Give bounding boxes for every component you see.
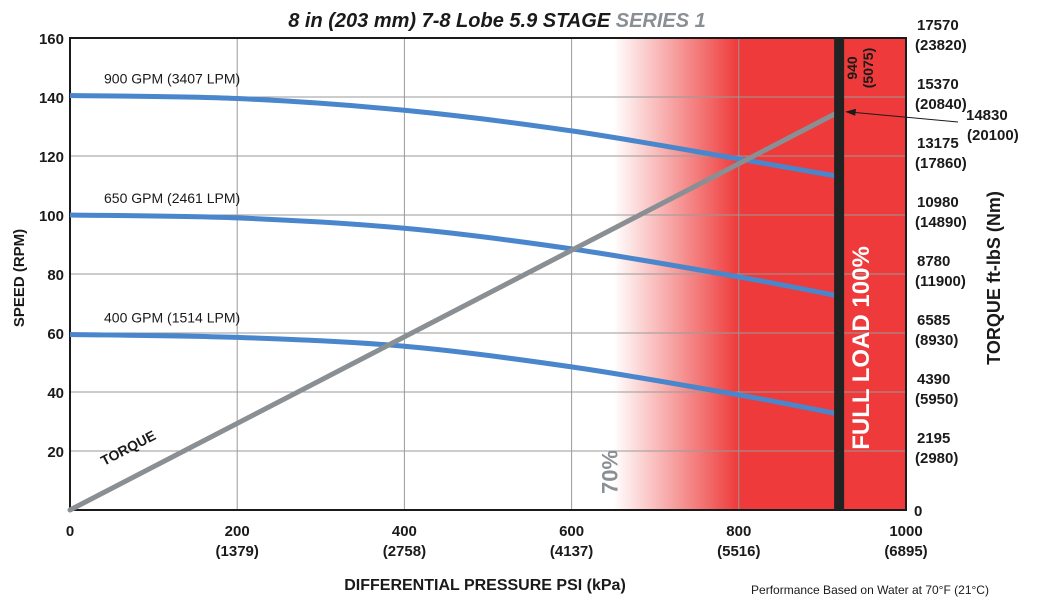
x-tick-sublabel: (4137) [550,543,593,560]
torque-line [67,109,842,513]
x-tick-label: 800 [726,523,751,540]
series-line [69,332,840,417]
tick-labels: 0 200(1379)400(2758)600(4137)800(5516)100… [39,17,967,560]
x-tick-sublabel: (6895) [884,543,927,560]
x-tick-sublabel: (2758) [383,543,426,560]
x-tick-sublabel: (5516) [717,543,760,560]
x-tick-label: 0 [66,523,74,540]
y-left-tick-label: 80 [47,267,64,284]
x-tick-sublabel: (1379) [216,543,259,560]
y-right-tick-label: 2195 [917,430,950,447]
y-right-tick-sublabel: (8930) [915,332,958,349]
full-load-label: FULL LOAD 100% [848,246,875,450]
series-label: 650 GPM (2461 LPM) [104,190,240,206]
zone-70-label: 70% [597,450,622,494]
x-axis-label: DIFFERENTIAL PRESSURE PSI (kPa) [344,577,626,594]
y-right-tick-sublabel: (2980) [915,450,958,467]
x-tick-label: 200 [225,523,250,540]
title-main: 8 in (203 mm) 7-8 Lobe 5.9 STAGE [288,10,611,32]
y-right-tick-sublabel: (17860) [915,155,967,172]
y-left-tick-label: 160 [39,31,64,48]
y-left-tick-label: 140 [39,90,64,107]
max-torque-sublabel: (20100) [967,127,1019,144]
y-right-tick-sublabel: (5950) [915,391,958,408]
y-right-tick-label: 15370 [917,76,959,93]
series-group: 900 GPM (3407 LPM) 650 GPM (2461 LPM) 400 … [69,71,840,417]
max-torque-label: 14830 [966,107,1008,124]
y-left-tick-label: 40 [47,385,64,402]
series-label: 900 GPM (3407 LPM) [104,71,240,87]
full-load-kpa: (5075) [860,48,876,88]
y-left-tick-label: 100 [39,208,64,225]
x-tick-label: 400 [392,523,417,540]
performance-note: Performance Based on Water at 70°F (21°C… [751,583,989,597]
y-right-tick-sublabel: (11900) [915,273,966,290]
full-load-group: FULL LOAD 100% 940 (5075) 14830 (20100) [834,38,1019,510]
full-load-psi: 940 [844,56,860,80]
torque-label: TORQUE [98,427,158,469]
y-right-tick-label: 4390 [917,371,950,388]
title-series: SERIES 1 [616,10,706,32]
series-line [69,93,840,180]
full-load-bar [834,38,845,510]
plot-frame [69,37,907,511]
y-left-tick-label: 60 [47,326,64,343]
y-axis-label-left: SPEED (RPM) [11,229,28,327]
y-right-tick-label: 8780 [917,253,950,270]
y-right-tick-label: 17570 [917,17,959,34]
max-torque-arrow-head [845,108,857,116]
max-torque-arrow-line [847,111,959,123]
chart-title: 8 in (203 mm) 7-8 Lobe 5.9 STAGE SERIES … [288,10,706,32]
y-axis-label-right: TORQUE ft-lbS (Nm) [984,191,1004,365]
y-right-tick-label: 6585 [917,312,950,329]
y-right-tick-sublabel: (23820) [915,37,967,54]
series-label: 400 GPM (1514 LPM) [104,309,240,325]
series-line [69,212,840,299]
y-left-tick-label: 120 [39,149,64,166]
y-right-tick-label: 0 [914,503,922,520]
y-right-tick-sublabel: (20840) [915,96,967,113]
y-right-tick-label: 10980 [917,194,959,211]
y-left-tick-label: 20 [47,444,64,461]
y-right-tick-label: 13175 [917,135,959,152]
x-tick-label: 1000 [889,523,922,540]
grid-lines [70,38,906,510]
y-right-tick-sublabel: (14890) [915,214,967,231]
x-tick-label: 600 [559,523,584,540]
